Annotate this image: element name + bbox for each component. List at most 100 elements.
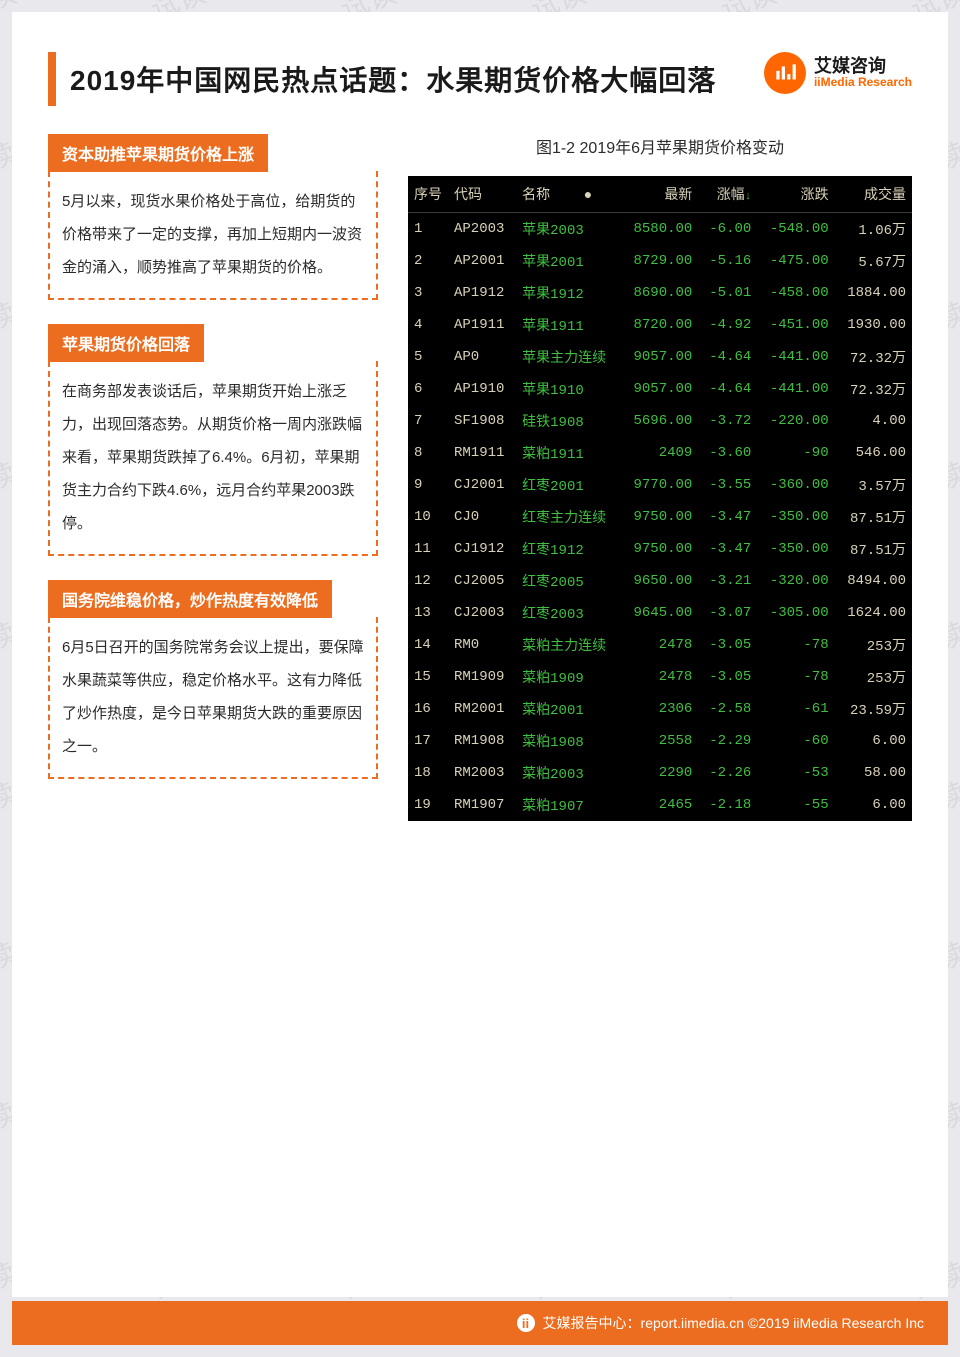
table-cell: 10 xyxy=(408,501,448,533)
table-cell: -2.26 xyxy=(698,757,757,789)
table-cell: -90 xyxy=(757,437,834,469)
table-cell: 13 xyxy=(408,597,448,629)
table-cell: 7 xyxy=(408,405,448,437)
table-cell: 2290 xyxy=(621,757,698,789)
table-cell: RM1908 xyxy=(448,725,516,757)
table-cell: 6 xyxy=(408,373,448,405)
table-cell: -3.55 xyxy=(698,469,757,501)
table-cell: CJ2003 xyxy=(448,597,516,629)
footer-bar: ii 艾媒报告中心：report.iimedia.cn ©2019 iiMedi… xyxy=(12,1301,948,1345)
table-cell: AP1910 xyxy=(448,373,516,405)
table-cell: 16 xyxy=(408,693,448,725)
table-cell: -3.05 xyxy=(698,661,757,693)
table-row: 12CJ2005红枣20059650.00-3.21-320.008494.00 xyxy=(408,565,912,597)
footer-icon: ii xyxy=(517,1314,535,1332)
table-cell: 5.67万 xyxy=(835,245,912,277)
table-cell: 红枣1912 xyxy=(516,533,621,565)
table-cell: 硅铁1908 xyxy=(516,405,621,437)
table-cell: 2 xyxy=(408,245,448,277)
page-title: 2019年中国网民热点话题：水果期货价格大幅回落 xyxy=(70,59,716,99)
table-header-cell: 名称 ● xyxy=(516,176,621,213)
table-cell: 苹果1910 xyxy=(516,373,621,405)
footer-text: 艾媒报告中心：report.iimedia.cn ©2019 iiMedia R… xyxy=(543,1313,924,1333)
table-cell: 8580.00 xyxy=(621,213,698,246)
table-row: 8RM1911菜粕19112409-3.60-90546.00 xyxy=(408,437,912,469)
table-cell: 9 xyxy=(408,469,448,501)
table-cell: -4.92 xyxy=(698,309,757,341)
table-cell: RM1909 xyxy=(448,661,516,693)
table-cell: -441.00 xyxy=(757,373,834,405)
table-cell: -220.00 xyxy=(757,405,834,437)
table-row: 3AP1912苹果19128690.00-5.01-458.001884.00 xyxy=(408,277,912,309)
table-cell: 8690.00 xyxy=(621,277,698,309)
table-cell: 9057.00 xyxy=(621,341,698,373)
table-row: 4AP1911苹果19118720.00-4.92-451.001930.00 xyxy=(408,309,912,341)
section-header: 国务院维稳价格，炒作热度有效降低 xyxy=(48,580,332,618)
table-cell: 红枣2005 xyxy=(516,565,621,597)
futures-table: 序号代码名称 ●最新涨幅↓涨跌成交量 1AP2003苹果20038580.00-… xyxy=(408,176,912,821)
brand-name-en: iiMedia Research xyxy=(814,76,912,90)
table-cell: 8 xyxy=(408,437,448,469)
table-cell: -350.00 xyxy=(757,501,834,533)
table-cell: 红枣2003 xyxy=(516,597,621,629)
table-header-cell: 涨幅↓ xyxy=(698,176,757,213)
table-cell: -3.21 xyxy=(698,565,757,597)
right-column: 图1-2 2019年6月苹果期货价格变动 序号代码名称 ●最新涨幅↓涨跌成交量 … xyxy=(408,134,912,821)
table-cell: -2.58 xyxy=(698,693,757,725)
table-cell: 菜粕1908 xyxy=(516,725,621,757)
table-cell: -78 xyxy=(757,629,834,661)
table-cell: 253万 xyxy=(835,629,912,661)
table-cell: -61 xyxy=(757,693,834,725)
table-cell: 菜粕2001 xyxy=(516,693,621,725)
table-cell: 3.57万 xyxy=(835,469,912,501)
table-cell: 6.00 xyxy=(835,725,912,757)
table-cell: -3.07 xyxy=(698,597,757,629)
table-cell: 菜粕1909 xyxy=(516,661,621,693)
table-cell: -3.05 xyxy=(698,629,757,661)
table-cell: RM2003 xyxy=(448,757,516,789)
section-block: 苹果期货价格回落在商务部发表谈话后，苹果期货开始上涨乏力，出现回落态势。从期货价… xyxy=(48,324,378,556)
section-body: 5月以来，现货水果价格处于高位，给期货的价格带来了一定的支撑，再加上短期内一波资… xyxy=(48,171,378,300)
table-row: 11CJ1912红枣19129750.00-3.47-350.0087.51万 xyxy=(408,533,912,565)
table-cell: 12 xyxy=(408,565,448,597)
table-row: 6AP1910苹果19109057.00-4.64-441.0072.32万 xyxy=(408,373,912,405)
table-cell: 9770.00 xyxy=(621,469,698,501)
table-cell: 4.00 xyxy=(835,405,912,437)
table-cell: 9650.00 xyxy=(621,565,698,597)
table-cell: 菜粕1911 xyxy=(516,437,621,469)
table-cell: CJ0 xyxy=(448,501,516,533)
table-row: 13CJ2003红枣20039645.00-3.07-305.001624.00 xyxy=(408,597,912,629)
section-block: 国务院维稳价格，炒作热度有效降低6月5日召开的国务院常务会议上提出，要保障水果蔬… xyxy=(48,580,378,779)
table-cell: -548.00 xyxy=(757,213,834,246)
table-cell: 72.32万 xyxy=(835,373,912,405)
table-cell: 苹果2003 xyxy=(516,213,621,246)
table-cell: 5 xyxy=(408,341,448,373)
table-row: 17RM1908菜粕19082558-2.29-606.00 xyxy=(408,725,912,757)
section-body: 6月5日召开的国务院常务会议上提出，要保障水果蔬菜等供应，稳定价格水平。这有力降… xyxy=(48,617,378,779)
table-cell: 2558 xyxy=(621,725,698,757)
table-row: 15RM1909菜粕19092478-3.05-78253万 xyxy=(408,661,912,693)
table-cell: 253万 xyxy=(835,661,912,693)
table-cell: 2306 xyxy=(621,693,698,725)
section-header: 资本助推苹果期货价格上涨 xyxy=(48,134,268,172)
table-cell: 9645.00 xyxy=(621,597,698,629)
table-row: 10CJ0红枣主力连续9750.00-3.47-350.0087.51万 xyxy=(408,501,912,533)
table-cell: 2409 xyxy=(621,437,698,469)
table-cell: 72.32万 xyxy=(835,341,912,373)
table-cell: 17 xyxy=(408,725,448,757)
table-cell: 1 xyxy=(408,213,448,246)
table-cell: -3.72 xyxy=(698,405,757,437)
table-cell: -441.00 xyxy=(757,341,834,373)
table-cell: 1930.00 xyxy=(835,309,912,341)
table-cell: 红枣2001 xyxy=(516,469,621,501)
table-cell: AP2003 xyxy=(448,213,516,246)
table-cell: 11 xyxy=(408,533,448,565)
table-cell: -60 xyxy=(757,725,834,757)
table-row: 1AP2003苹果20038580.00-6.00-548.001.06万 xyxy=(408,213,912,246)
table-cell: -5.01 xyxy=(698,277,757,309)
table-cell: -5.16 xyxy=(698,245,757,277)
table-cell: 14 xyxy=(408,629,448,661)
table-cell: -3.60 xyxy=(698,437,757,469)
table-cell: RM1911 xyxy=(448,437,516,469)
table-cell: 3 xyxy=(408,277,448,309)
